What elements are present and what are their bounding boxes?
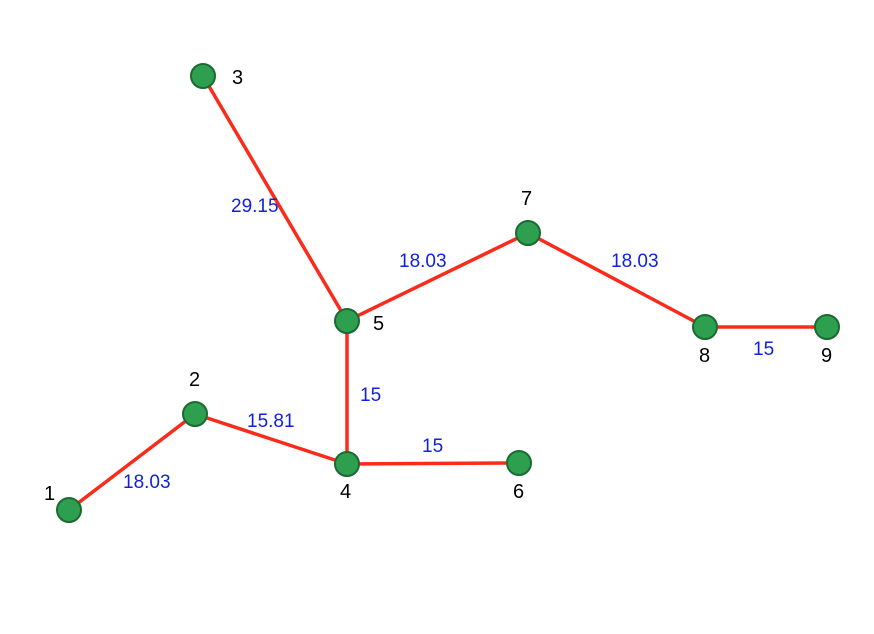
node-7	[516, 221, 540, 245]
edge-weight-1-2: 18.03	[123, 472, 171, 493]
graph-canvas: 18.03 15.81 15 15 29.15 18.03 18.03 15 1 2 3 4 5 6 7 8 9	[0, 0, 874, 634]
node-label-9: 9	[821, 345, 832, 367]
edge-weight-4-6: 15	[422, 436, 443, 457]
edge-5-7	[347, 233, 528, 321]
node-label-5: 5	[373, 313, 384, 335]
node-1	[57, 498, 81, 522]
node-label-7: 7	[521, 188, 532, 210]
edge-weight-2-4: 15.81	[247, 411, 295, 432]
node-label-3: 3	[232, 67, 243, 89]
node-6	[507, 451, 531, 475]
edge-weight-7-8: 18.03	[611, 251, 659, 272]
node-8	[693, 315, 717, 339]
node-label-2: 2	[189, 369, 200, 391]
edge-7-8	[528, 233, 705, 327]
node-label-4: 4	[340, 481, 351, 503]
node-2	[183, 402, 207, 426]
node-9	[815, 315, 839, 339]
edge-weight-8-9: 15	[753, 339, 774, 360]
node-3	[191, 64, 215, 88]
node-label-1: 1	[44, 483, 55, 505]
node-label-8: 8	[699, 345, 710, 367]
node-label-6: 6	[513, 481, 524, 503]
edge-weight-5-7: 18.03	[399, 251, 447, 272]
node-5	[335, 309, 359, 333]
node-4	[335, 452, 359, 476]
edge-weight-5-3: 29.15	[231, 196, 279, 217]
edge-1-2	[69, 414, 195, 510]
edge-weight-4-5: 15	[360, 385, 381, 406]
edge-4-6	[347, 463, 519, 464]
